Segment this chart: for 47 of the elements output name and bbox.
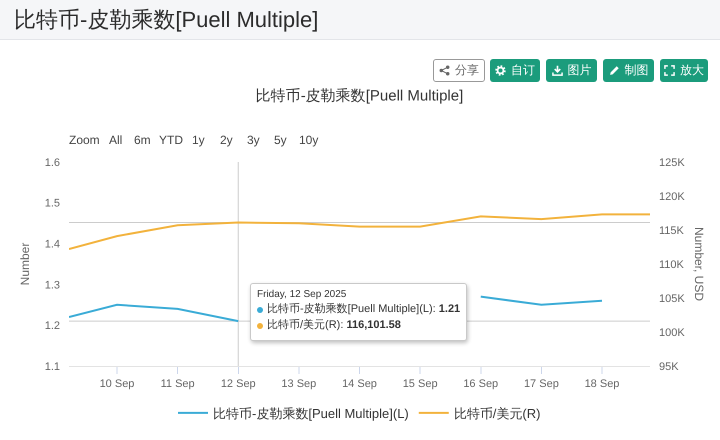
- y2-tick-label: 115K: [659, 224, 685, 237]
- button: 自订: [490, 59, 540, 82]
- text: 3y: [247, 133, 260, 148]
- x-tick-label: 11 Sep: [160, 378, 195, 390]
- text: 10y: [299, 133, 318, 148]
- button: 图片: [546, 59, 597, 82]
- annotation: 比特币/美元(R): 116,101.58: [267, 318, 401, 333]
- x-tick-label: 14 Sep: [342, 378, 377, 390]
- text: 5y: [274, 133, 287, 148]
- y2-axis-title: Number, USD: [692, 227, 706, 302]
- x-tick-label: 17 Sep: [524, 378, 559, 390]
- chart-title: 比特币-皮勒乘数[Puell Multiple]: [256, 87, 464, 104]
- y-tick-label: 1.1: [44, 360, 60, 373]
- text: 1y: [192, 133, 205, 148]
- x-tick-label: 18 Sep: [584, 378, 620, 390]
- text: YTD: [159, 133, 183, 148]
- line-series: [69, 213, 650, 250]
- y2-tick-label: 125K: [659, 156, 686, 169]
- y-tick-label: 1.2: [44, 320, 60, 332]
- y-tick-label: 1.5: [44, 198, 60, 210]
- legend-label: 比特币/美元(R): [454, 406, 540, 421]
- legend-label: 比特币-皮勒乘数[Puell Multiple](L): [213, 406, 409, 421]
- y2-tick-label: 120K: [659, 190, 686, 203]
- y2-tick-label: 100K: [659, 326, 686, 339]
- x-tick-label: 16 Sep: [463, 378, 498, 390]
- text: 比特币-皮勒乘数[Puell Multiple]: [14, 7, 318, 33]
- y2-tick-label: 95K: [659, 360, 680, 373]
- x-tick-label: 12 Sep: [220, 378, 256, 390]
- text: 6m: [134, 133, 151, 148]
- button: 制图: [603, 59, 654, 82]
- annotation: Friday, 12 Sep 2025: [257, 289, 348, 301]
- text: Zoom: [69, 133, 100, 148]
- y-axis-title: Number: [18, 242, 32, 286]
- x-tick-label: 10 Sep: [100, 378, 134, 390]
- text: All: [109, 133, 122, 148]
- x-tick-label: 13 Sep: [281, 378, 316, 390]
- text: 2y: [220, 133, 233, 148]
- y2-tick-label: 105K: [659, 292, 686, 305]
- annotation: 比特币-皮勒乘数[Puell Multiple](L): 1.21: [267, 302, 460, 317]
- y-tick-label: 1.3: [44, 279, 60, 292]
- x-tick-label: 15 Sep: [402, 378, 438, 390]
- y-tick-label: 1.4: [44, 238, 60, 250]
- button: 分享: [433, 59, 485, 82]
- tooltip: Friday, 12 Sep 2025 比特币-皮勒乘数[Puell Multiple](L): 1.21 比特币/美元(R): 116,101.58: [250, 283, 468, 341]
- y2-tick-label: 110K: [659, 258, 685, 271]
- button: 放大: [660, 59, 708, 82]
- y-tick-label: 1.6: [44, 156, 60, 169]
